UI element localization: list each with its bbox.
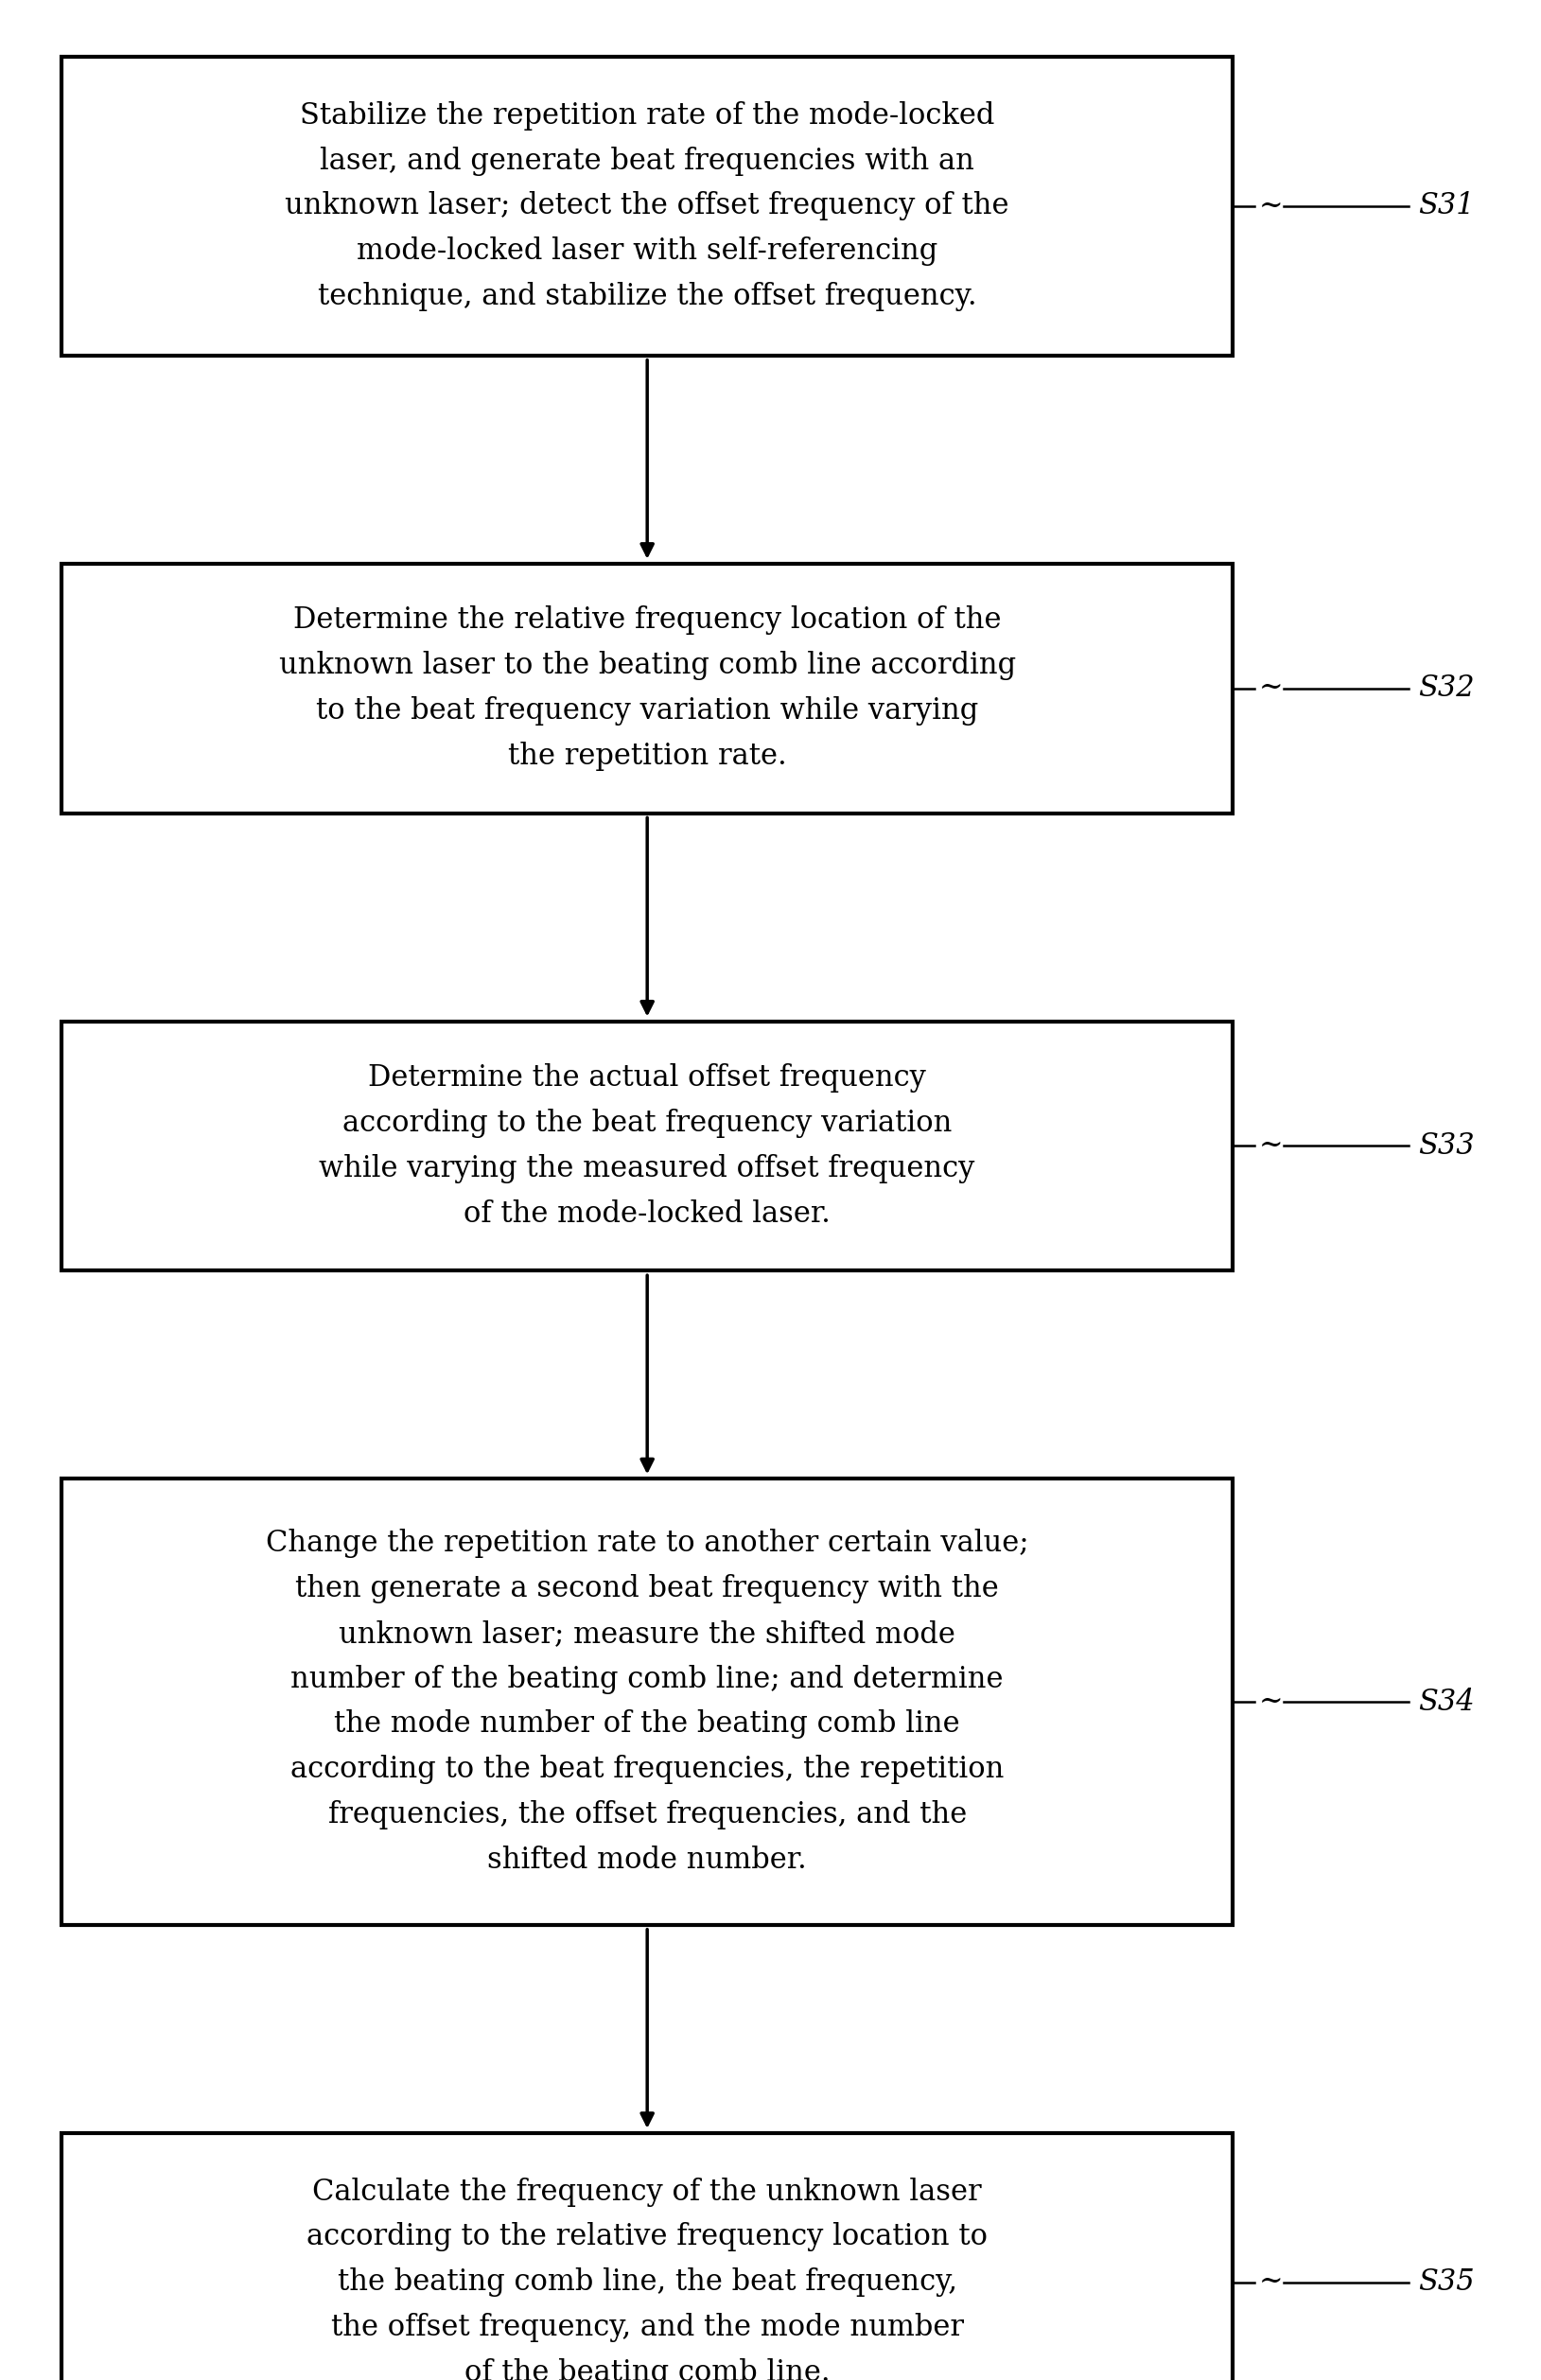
Text: S35: S35	[1418, 2268, 1475, 2297]
Bar	[62, 57, 1233, 355]
Text: ~: ~	[1259, 674, 1284, 702]
Text: ~: ~	[1259, 190, 1284, 221]
Text: Stabilize the repetition rate of the mode-locked
laser, and generate beat freque: Stabilize the repetition rate of the mod…	[285, 100, 1009, 312]
Text: S34: S34	[1418, 1687, 1475, 1716]
Text: Change the repetition rate to another certain value;
then generate a second beat: Change the repetition rate to another ce…	[265, 1528, 1029, 1875]
Bar	[62, 564, 1233, 814]
Text: S31: S31	[1418, 190, 1475, 221]
Text: S32: S32	[1418, 674, 1475, 702]
Text: ~: ~	[1259, 1130, 1284, 1161]
Text: Determine the relative frequency location of the
unknown laser to the beating co: Determine the relative frequency locatio…	[279, 607, 1016, 771]
Bar	[62, 1021, 1233, 1271]
Bar	[62, 1478, 1233, 1925]
Text: ~: ~	[1259, 2268, 1284, 2297]
Text: ~: ~	[1259, 1687, 1284, 1716]
Text: Determine the actual offset frequency
according to the beat frequency variation
: Determine the actual offset frequency ac…	[319, 1064, 975, 1228]
Bar	[62, 2132, 1233, 2380]
Text: S33: S33	[1418, 1130, 1475, 1161]
Text: Calculate the frequency of the unknown laser
according to the relative frequency: Calculate the frequency of the unknown l…	[307, 2178, 988, 2380]
